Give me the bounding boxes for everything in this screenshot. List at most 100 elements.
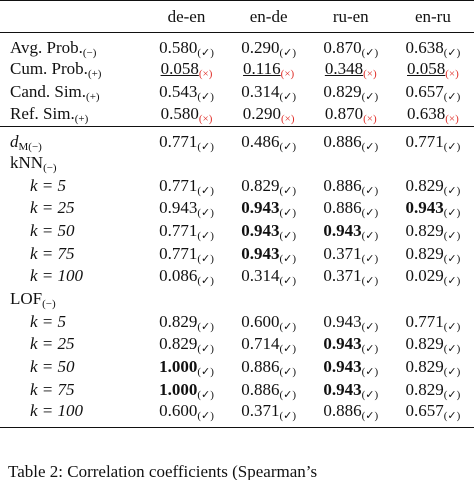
value-cell: 0.943(✓) [228, 242, 310, 265]
value-cell: 0.371(✓) [310, 242, 392, 265]
value-cell: 0.086(✓) [145, 265, 227, 288]
check-mark: (✓) [197, 140, 214, 153]
value-cell: 0.886(✓) [228, 356, 310, 379]
value-cell: 0.371(✓) [228, 401, 310, 428]
value: 0.943 [323, 220, 362, 240]
value-cell: 0.314(✓) [228, 265, 310, 288]
value: 0.314 [241, 82, 280, 102]
check-mark: (✓) [443, 252, 461, 265]
table-row: Avg. Prob.(−) 0.580(✓) 0.290(✓) 0.870(✓) 0.6… [0, 33, 474, 59]
check-mark: (✓) [443, 410, 461, 423]
value: 0.580 [159, 38, 198, 57]
check-mark: (✓) [361, 275, 379, 288]
check-mark: (✓) [361, 388, 379, 401]
table-row: k = 100 0.086(✓) 0.314(✓) 0.371(✓) 0.029(✓) [0, 265, 474, 288]
value: 0.943 [241, 198, 280, 218]
check-mark: (✓) [361, 140, 379, 153]
column-header: en-de [249, 6, 288, 26]
check-mark: (✓) [443, 343, 461, 356]
value: 0.886 [241, 379, 280, 399]
check-mark: (×) [445, 113, 459, 126]
value: 0.290 [242, 104, 281, 124]
value-cell: 0.829(✓) [392, 356, 474, 379]
value: 0.714 [241, 334, 280, 354]
value-cell: 0.638(✓) [392, 33, 474, 59]
value: 0.829 [405, 243, 444, 263]
label-text: k = 75 [30, 243, 75, 263]
value: 0.771 [405, 311, 444, 331]
label-text: k = 75 [30, 379, 75, 399]
row-label: k = 100 [0, 265, 145, 288]
label-text: k = 100 [30, 401, 84, 421]
value: 0.829 [159, 334, 198, 354]
value: 1.000 [159, 379, 198, 399]
value-cell: 0.829(✓) [392, 378, 474, 401]
empty-cell [392, 288, 474, 311]
label-text: k = 5 [30, 311, 67, 331]
value-cell: 0.943(✓) [310, 220, 392, 243]
empty-cell [310, 152, 392, 175]
value-cell: 0.543(✓) [145, 81, 227, 104]
check-mark: (✓) [197, 366, 214, 379]
value: 0.371 [323, 266, 362, 286]
value: 0.771 [159, 243, 198, 263]
value-cell: 0.886(✓) [310, 197, 392, 220]
value-cell: 0.580(✓) [145, 33, 227, 59]
value: 0.943 [323, 379, 362, 399]
table-row: k = 50 1.000(✓) 0.886(✓) 0.943(✓) 0.829(✓) [0, 356, 474, 379]
check-mark: (×) [280, 113, 295, 126]
value-cell: 0.886(✓) [310, 126, 392, 153]
value: 0.829 [405, 379, 444, 399]
check-mark: (✓) [443, 140, 461, 153]
row-label: k = 75 [0, 378, 145, 401]
value-cell: 0.638(×) [392, 103, 474, 126]
table-row: k = 75 0.771(✓) 0.943(✓) 0.371(✓) 0.829(✓) [0, 242, 474, 265]
label-text: Cum. Prob. [10, 59, 88, 79]
value-cell: 0.771(✓) [392, 310, 474, 333]
empty-cell [228, 152, 310, 175]
empty-cell [145, 288, 227, 311]
check-mark: (×) [198, 68, 213, 81]
value: 0.886 [323, 198, 362, 218]
check-mark: (✓) [443, 47, 461, 59]
value-cell: 1.000(✓) [145, 356, 227, 379]
table-row: k = 5 0.829(✓) 0.600(✓) 0.943(✓) 0.771(✓) [0, 310, 474, 333]
value: 0.058 [160, 59, 199, 79]
value: 0.870 [324, 104, 364, 124]
value: 0.486 [241, 131, 280, 151]
value-cell: 0.943(✓) [310, 333, 392, 356]
check-mark: (✓) [361, 320, 379, 333]
value: 0.943 [241, 220, 280, 240]
value-cell: 0.829(✓) [228, 174, 310, 197]
value: 0.943 [241, 243, 280, 263]
check-mark: (✓) [361, 47, 379, 59]
value-cell: 0.371(✓) [310, 265, 392, 288]
check-mark: (✓) [361, 229, 379, 242]
check-mark: (✓) [279, 343, 297, 356]
check-mark: (✓) [279, 91, 297, 104]
value: 0.870 [323, 38, 362, 57]
value-cell: 0.943(✓) [392, 197, 474, 220]
value-cell: 0.290(✓) [228, 33, 310, 59]
check-mark: (✓) [197, 207, 214, 220]
value: 0.886 [323, 401, 362, 421]
check-mark: (✓) [279, 229, 297, 242]
value-cell: 0.829(✓) [392, 220, 474, 243]
value: 0.029 [405, 266, 444, 286]
value-cell: 0.943(✓) [145, 197, 227, 220]
check-mark: (✓) [443, 184, 461, 197]
check-mark: (✓) [197, 388, 214, 401]
label-subscript: M(−) [18, 140, 42, 153]
header-row: de-en en-de ru-en en-ru [0, 0, 474, 33]
label-text: k = 100 [30, 266, 84, 286]
row-label: Ref. Sim.(+) [0, 103, 145, 126]
value: 0.771 [159, 175, 198, 195]
check-mark: (✓) [443, 320, 461, 333]
value: 0.886 [323, 175, 362, 195]
label-text: kNN [10, 152, 44, 172]
value-cell: 0.943(✓) [228, 220, 310, 243]
label-subscript: (+) [74, 113, 89, 126]
check-mark: (✓) [443, 366, 461, 379]
value-cell: 0.029(✓) [392, 265, 474, 288]
